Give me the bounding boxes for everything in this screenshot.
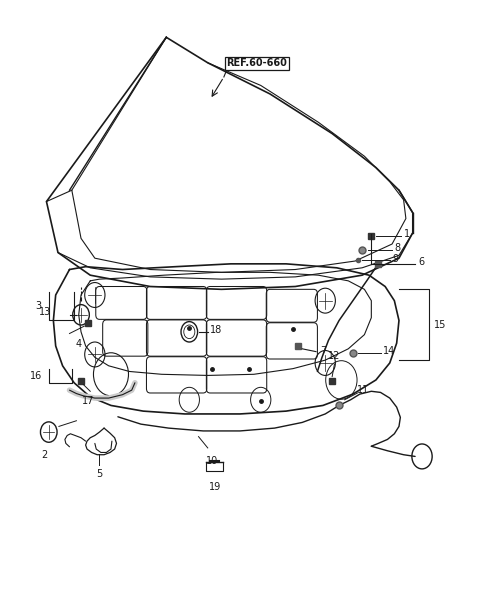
Text: REF.60-660: REF.60-660 <box>226 58 287 68</box>
Text: 11: 11 <box>357 385 369 395</box>
Text: 5: 5 <box>96 470 103 480</box>
Text: 17: 17 <box>82 396 94 406</box>
Text: 18: 18 <box>210 325 222 335</box>
Text: 9: 9 <box>392 254 398 264</box>
Text: 6: 6 <box>419 257 425 267</box>
Text: 13: 13 <box>39 307 51 317</box>
Text: 8: 8 <box>395 243 400 253</box>
Text: 2: 2 <box>41 450 48 460</box>
Text: 3: 3 <box>36 301 42 312</box>
Text: 10: 10 <box>206 457 218 467</box>
Text: 1: 1 <box>404 229 410 239</box>
Text: 7: 7 <box>320 346 326 356</box>
Text: 4: 4 <box>76 339 82 349</box>
Text: 14: 14 <box>383 346 395 356</box>
Text: 16: 16 <box>30 371 42 381</box>
Text: 12: 12 <box>328 351 341 361</box>
Text: 15: 15 <box>433 320 446 330</box>
Text: 19: 19 <box>208 482 221 492</box>
